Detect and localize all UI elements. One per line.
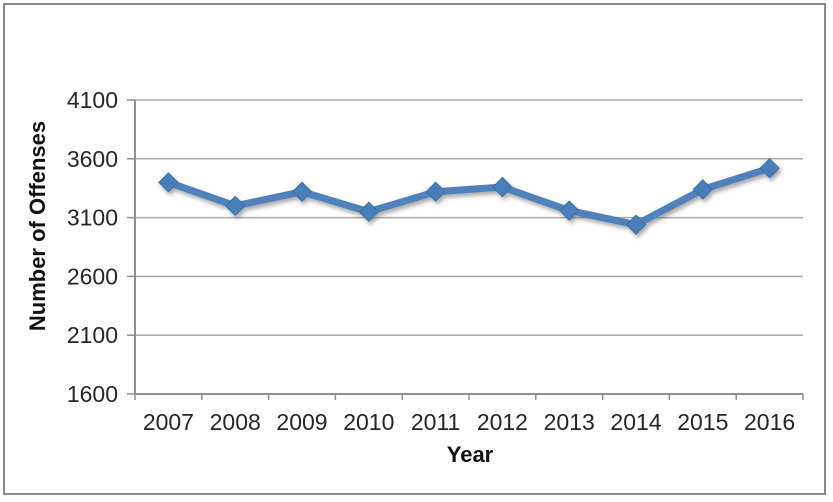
x-tick-label: 2008	[210, 409, 261, 435]
data-point-marker	[558, 200, 580, 221]
x-tick-label: 2013	[544, 409, 595, 435]
data-point-marker	[692, 179, 714, 200]
x-axis-title: Year	[447, 442, 494, 467]
axes	[134, 100, 803, 395]
data-point-marker	[759, 158, 780, 179]
y-tick-label: 2100	[67, 322, 118, 348]
y-tick-label: 3100	[67, 205, 118, 231]
data-series	[158, 158, 780, 235]
data-point-marker	[358, 201, 380, 222]
x-tick-label: 2009	[276, 409, 327, 435]
y-tick-label: 2600	[67, 263, 118, 289]
y-axis-ticks	[127, 99, 135, 395]
data-point-marker	[291, 181, 313, 202]
y-tick-label: 4100	[67, 87, 118, 113]
y-tick-labels: 1600 2100 2600 3100 3600 4100	[67, 87, 118, 407]
data-point-marker	[425, 181, 446, 202]
x-tick-label: 2007	[143, 409, 194, 435]
x-tick-labels: 2007 2008 2009 2010 2011 2012 2013 2014 2015 2016	[143, 409, 795, 435]
gridlines	[135, 99, 803, 395]
data-point-marker	[492, 176, 513, 198]
chart-frame	[3, 3, 826, 495]
data-point-marker	[625, 214, 647, 235]
data-point-marker	[224, 195, 246, 217]
series-line	[164, 164, 774, 229]
x-tick-label: 2010	[343, 409, 394, 435]
y-tick-label: 1600	[67, 381, 118, 407]
x-tick-label: 2016	[744, 409, 795, 435]
y-axis-title: Number of Offenses	[25, 121, 50, 331]
data-point-marker	[158, 172, 179, 193]
x-tick-label: 2012	[477, 409, 528, 435]
x-tick-label: 2015	[677, 409, 728, 435]
x-tick-label: 2014	[610, 409, 661, 435]
x-tick-label: 2011	[411, 409, 460, 435]
y-tick-label: 3600	[67, 146, 118, 172]
